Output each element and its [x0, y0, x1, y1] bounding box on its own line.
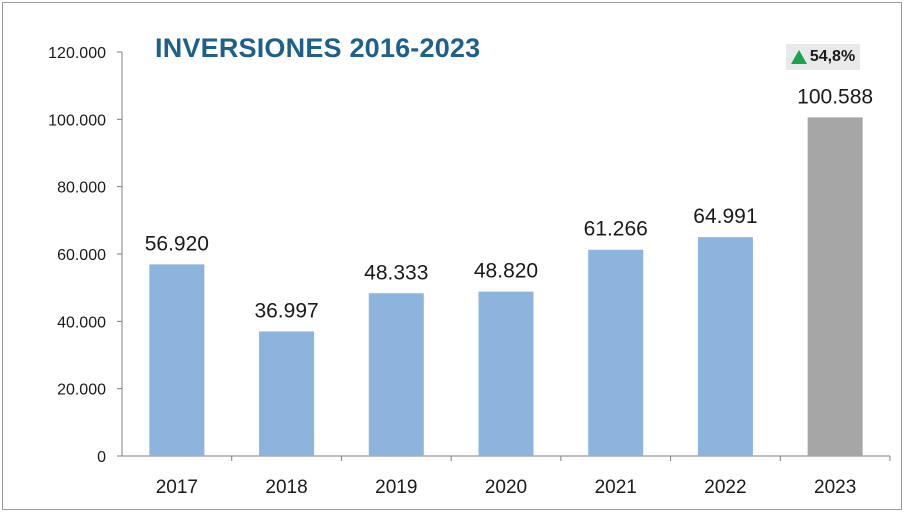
chart-title: INVERSIONES 2016-2023: [155, 33, 481, 63]
bars: [149, 117, 863, 457]
bar-2019: [368, 293, 424, 456]
bar-2023: [807, 117, 863, 457]
bar-2021: [588, 249, 644, 456]
y-tick-label: 60.000: [57, 247, 106, 264]
x-tick-label: 2018: [265, 477, 307, 498]
x-tick-label: 2021: [595, 477, 637, 498]
data-label-2017: 56.920: [145, 232, 209, 255]
y-tick-label: 20.000: [57, 382, 106, 399]
bar-2018: [259, 331, 315, 456]
growth-badge: 54,8%: [786, 44, 860, 70]
x-tick-label: 2019: [375, 477, 417, 498]
y-tick-label: 100.000: [48, 112, 106, 129]
y-tick-label: 0: [97, 449, 106, 466]
x-tick-label: 2022: [704, 477, 746, 498]
data-label-2019: 48.333: [364, 261, 428, 284]
data-label-2022: 64.991: [693, 205, 757, 228]
y-tick-label: 120.000: [48, 45, 106, 62]
y-tick-label: 80.000: [57, 180, 106, 197]
bar-2022: [697, 237, 753, 456]
growth-badge-text: 54,8%: [809, 48, 856, 65]
x-tick-label: 2023: [814, 477, 856, 498]
bar-2017: [149, 264, 205, 456]
data-label-2020: 48.820: [474, 260, 538, 283]
data-label-2018: 36.997: [254, 299, 318, 322]
data-labels: 56.920 36.997 48.333 48.820 61.266 64.991 100.…: [145, 85, 873, 322]
y-tick-label: 40.000: [57, 314, 106, 331]
bar-2020: [478, 291, 534, 456]
data-label-2021: 61.266: [584, 218, 648, 241]
axes: 0 20.000 40.000 60.000 80.000 100.000 120.000 2…: [48, 45, 891, 498]
x-tick-label: 2017: [156, 477, 198, 498]
x-tick-label: 2020: [485, 477, 527, 498]
up-triangle-icon: [790, 50, 807, 64]
data-label-2023: 100.588: [797, 85, 873, 108]
